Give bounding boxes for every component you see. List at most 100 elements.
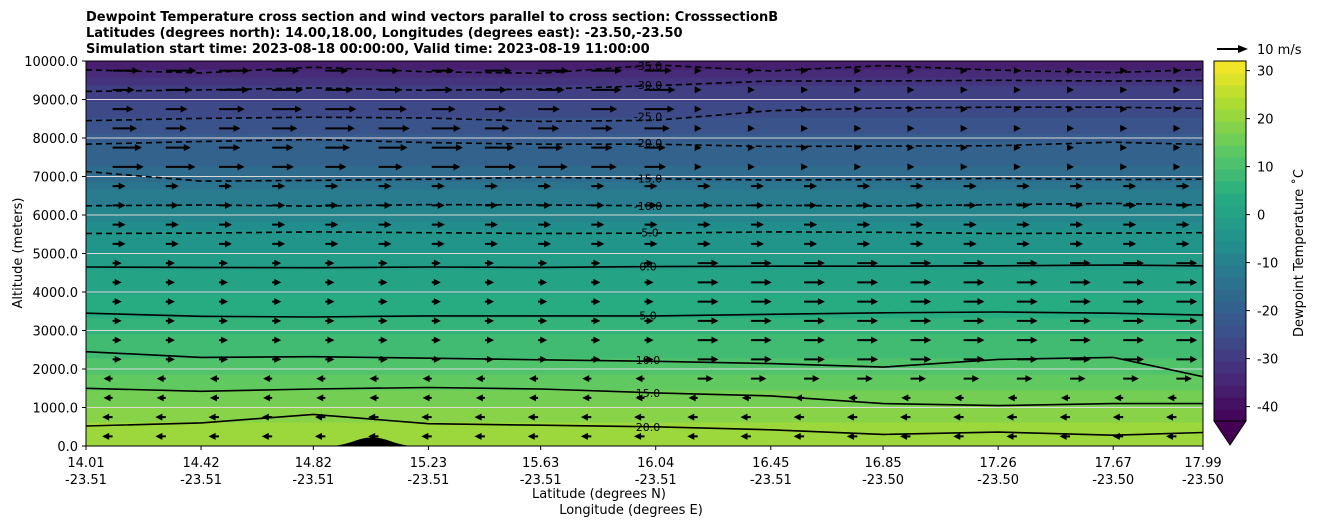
wind-vector-head bbox=[817, 259, 825, 267]
wind-vector-head bbox=[711, 298, 719, 306]
wind-vector-head bbox=[380, 336, 388, 344]
wind-vector-head bbox=[1137, 298, 1145, 306]
wind-vector-head bbox=[286, 163, 294, 171]
wind-vector-head bbox=[327, 298, 335, 306]
wind-vector-head bbox=[1013, 67, 1021, 75]
wind-vector-head bbox=[136, 163, 144, 171]
wind-vector-head bbox=[490, 201, 498, 209]
contour-band bbox=[86, 125, 1203, 134]
wind-vector-head bbox=[1137, 355, 1145, 363]
wind-vector-head bbox=[1006, 413, 1014, 421]
wind-vector-head bbox=[314, 413, 322, 421]
colorbar-segment bbox=[1214, 157, 1246, 170]
wind-vector-head bbox=[433, 317, 441, 325]
wind-vector-head bbox=[502, 124, 510, 132]
wind-vector-head bbox=[1182, 201, 1190, 209]
wind-vector-head bbox=[1067, 67, 1075, 75]
wind-vector-head bbox=[295, 105, 303, 113]
colorbar-segment bbox=[1214, 397, 1246, 410]
wind-vector-head bbox=[1173, 86, 1181, 94]
wind-vector-head bbox=[817, 336, 825, 344]
wind-vector-head bbox=[1182, 182, 1190, 190]
wind-vector-head bbox=[960, 124, 968, 132]
wind-vector-head bbox=[924, 259, 932, 267]
colorbar-segment bbox=[1214, 73, 1246, 86]
wind-vector-head bbox=[756, 221, 764, 229]
wind-vector-head bbox=[474, 413, 482, 421]
contour-band bbox=[86, 269, 1203, 279]
wind-vector-head bbox=[421, 413, 429, 421]
wind-vector-head bbox=[1129, 240, 1137, 248]
wind-vector-head bbox=[901, 394, 909, 402]
contour-band bbox=[86, 93, 1203, 102]
wind-vector-head bbox=[1190, 336, 1198, 344]
wind-vector-head bbox=[118, 240, 126, 248]
wind-vector-head bbox=[610, 105, 618, 113]
wind-vector-head bbox=[103, 375, 111, 383]
contour-band bbox=[86, 245, 1203, 255]
contour-band bbox=[86, 365, 1203, 375]
contour-band bbox=[86, 389, 1203, 399]
wind-vector-head bbox=[871, 336, 879, 344]
wind-vector-head bbox=[314, 432, 322, 440]
colorbar-segment bbox=[1214, 229, 1246, 242]
wind-vector-head bbox=[221, 317, 229, 325]
colorbar-segment bbox=[1214, 349, 1246, 362]
wind-vector-head bbox=[1112, 432, 1120, 440]
wind-vector-head bbox=[1060, 394, 1068, 402]
wind-vector-head bbox=[1173, 105, 1181, 113]
wind-vector-head bbox=[924, 355, 932, 363]
wind-vector-head bbox=[863, 182, 871, 190]
wind-vector-head bbox=[1182, 240, 1190, 248]
colorbar-extend-min bbox=[1213, 420, 1247, 446]
wind-vector-head bbox=[687, 413, 695, 421]
chart-title-line-3: Simulation start time: 2023-08-18 00:00:… bbox=[86, 42, 650, 57]
wind-vector-head bbox=[614, 86, 622, 94]
wind-vector-head bbox=[126, 105, 134, 113]
wind-vector-head bbox=[224, 221, 232, 229]
x-tick-label-longitude: -23.51 bbox=[750, 473, 792, 488]
wind-vector-head bbox=[1190, 355, 1198, 363]
wind-vector-head bbox=[794, 394, 802, 402]
wind-vector-head bbox=[487, 259, 495, 267]
wind-vector-head bbox=[433, 259, 441, 267]
wind-vector-head bbox=[634, 413, 642, 421]
wind-vector-head bbox=[694, 124, 702, 132]
wind-vector-head bbox=[960, 86, 968, 94]
wind-vector-head bbox=[274, 278, 282, 286]
wind-vector-head bbox=[817, 355, 825, 363]
wind-vector-head bbox=[793, 432, 801, 440]
wind-vector-head bbox=[327, 259, 335, 267]
wind-vector-head bbox=[711, 259, 719, 267]
wind-vector-head bbox=[741, 394, 749, 402]
wind-vector-head bbox=[1083, 259, 1091, 267]
wind-vector-head bbox=[274, 355, 282, 363]
wind-vector-head bbox=[331, 221, 339, 229]
wind-vector-head bbox=[1067, 163, 1075, 171]
wind-vector-head bbox=[327, 355, 335, 363]
wind-vector-head bbox=[380, 355, 388, 363]
wind-vector-head bbox=[801, 86, 809, 94]
wind-vector-head bbox=[747, 67, 755, 75]
wind-vector-head bbox=[527, 432, 535, 440]
contour-band bbox=[86, 437, 1203, 446]
wind-vector-head bbox=[1030, 278, 1038, 286]
x-tick-label-latitude: 17.26 bbox=[980, 456, 1017, 471]
contour-line bbox=[86, 138, 1203, 148]
wind-vector-head bbox=[274, 298, 282, 306]
contour-band bbox=[86, 165, 1203, 174]
wind-vector-head bbox=[278, 221, 286, 229]
wind-vector-head bbox=[1022, 182, 1030, 190]
colorbar-tick-label: 30 bbox=[1257, 65, 1274, 80]
wind-vector-head bbox=[179, 124, 187, 132]
wind-vector-head bbox=[527, 413, 535, 421]
wind-vector-head bbox=[155, 432, 163, 440]
wind-vector-head bbox=[1078, 375, 1086, 383]
wind-vector-head bbox=[132, 67, 140, 75]
wind-vector-head bbox=[278, 240, 286, 248]
contour-band bbox=[86, 117, 1203, 126]
wind-vector-head bbox=[453, 163, 461, 171]
colorbar-segment bbox=[1214, 109, 1246, 122]
wind-vector-head bbox=[433, 355, 441, 363]
colorbar-segment bbox=[1214, 277, 1246, 290]
